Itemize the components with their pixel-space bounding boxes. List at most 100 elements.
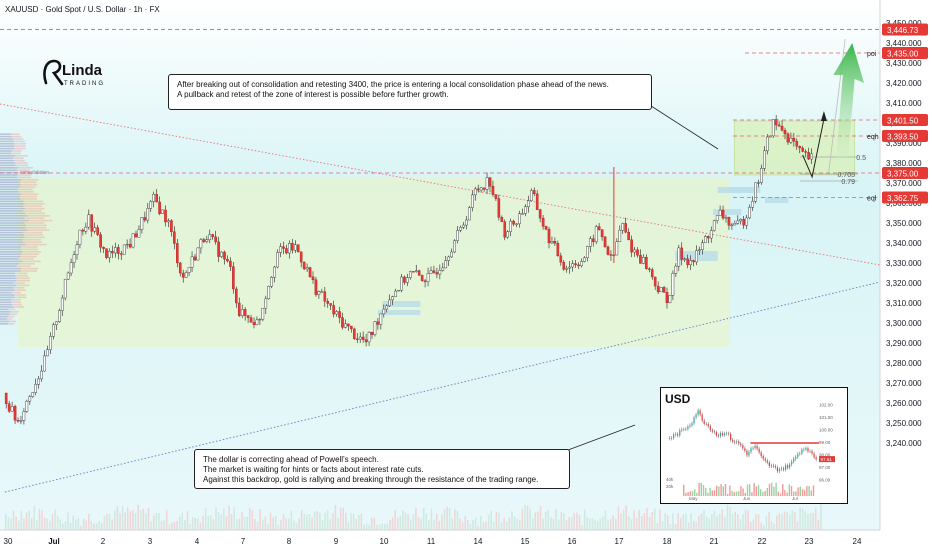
volume-bar [781, 514, 783, 530]
volume-profile-bar [0, 229, 50, 231]
volume-bar [591, 518, 594, 530]
y-tick-label: 3,240.000 [886, 439, 922, 448]
candle-body [757, 182, 760, 184]
volume-bar [246, 516, 248, 530]
volume-profile-bar [0, 263, 35, 265]
candle-body [143, 217, 147, 221]
inset-price-badge-label: 97.61 [821, 457, 833, 462]
volume-bar [160, 521, 163, 530]
volume-bar [139, 510, 142, 530]
volume-bar [531, 518, 534, 530]
candle-body [347, 323, 350, 327]
volume-profile-bar [0, 205, 24, 207]
inset-candle-body [719, 433, 722, 437]
volume-profile-bar [0, 318, 13, 320]
volume-bar [685, 513, 687, 530]
x-tick-label: Jul [48, 537, 60, 546]
candle-body [367, 332, 371, 343]
inset-volume-bar [804, 490, 806, 496]
volume-profile-bar [0, 147, 26, 150]
y-tick-label: 3,270.000 [886, 379, 922, 388]
candle-body [462, 224, 465, 228]
volume-bar [129, 511, 132, 530]
candle-body [544, 226, 548, 230]
candle-body [164, 209, 167, 223]
candle-body [7, 403, 11, 412]
x-tick-label: 18 [663, 537, 672, 546]
x-tick-label: 15 [521, 537, 530, 546]
volume-bar [705, 516, 708, 530]
candle-body [358, 336, 362, 340]
imbalance-box [717, 187, 761, 193]
candle-body [326, 301, 330, 304]
volume-bar [648, 516, 651, 530]
volume-profile-bar [0, 195, 37, 198]
inset-candle-body [681, 429, 683, 431]
candle-body [66, 272, 70, 280]
volume-bar [550, 517, 552, 530]
candle-body [792, 137, 796, 142]
y-tick-label: 3,250.000 [886, 419, 922, 428]
candle-body [400, 276, 403, 291]
inset-volume-bar [779, 493, 782, 496]
candle-body [600, 229, 604, 238]
volume-bar [236, 519, 238, 530]
price-axis-panel[interactable] [880, 0, 932, 530]
volume-bar [5, 514, 7, 530]
y-tick-label: 3,440.000 [886, 39, 922, 48]
candle-body [745, 217, 748, 226]
inset-candle-body [797, 453, 799, 457]
candle-body [252, 322, 256, 325]
price-badge [882, 167, 928, 179]
inset-volume-bar [771, 482, 773, 496]
candle-body [535, 193, 539, 210]
volume-bar [345, 512, 347, 530]
candle-body [471, 194, 474, 208]
inset-candle-body [711, 430, 713, 432]
volume-profile-bar [0, 301, 22, 303]
inset-volume-bar [694, 489, 696, 496]
volume-profile-bar [0, 152, 21, 155]
inset-candle-body [758, 448, 760, 453]
candle-body [161, 209, 164, 214]
candle-body [810, 153, 813, 160]
level-tag-poi: poi [867, 51, 877, 58]
volume-bar [41, 510, 43, 530]
inset-volume-bar [698, 482, 700, 496]
candle-body [417, 270, 421, 276]
candle-body [261, 307, 265, 320]
symbol-header[interactable]: XAUUSD · Gold Spot / U.S. Dollar · 1h · … [5, 5, 160, 14]
fib-label: 0.5 [856, 155, 866, 162]
candle-body [414, 270, 418, 272]
candle-body [606, 246, 610, 255]
volume-bar [537, 511, 539, 530]
volume-profile-bar [0, 318, 7, 320]
x-tick-label: 10 [380, 537, 389, 546]
volume-profile-bar [0, 289, 15, 291]
candle-body [789, 137, 793, 143]
volume-profile-bar [0, 181, 20, 183]
candle-body [4, 392, 8, 404]
volume-profile-bar [0, 299, 12, 301]
volume-bar [482, 521, 485, 530]
usd-index-inset-chart: USD 102.00 101.00 100.00 99.00 98.00 97.00 96.0… [660, 387, 848, 504]
candle-body [364, 339, 368, 343]
inset-volume-bar [760, 489, 762, 496]
volume-profile-bar [0, 308, 9, 311]
candle-body [565, 267, 568, 270]
candle-body [760, 168, 763, 183]
candle-body [527, 200, 530, 207]
candle-body [497, 198, 501, 218]
candle-body [727, 217, 731, 226]
candle-body [276, 252, 279, 268]
candle-body [122, 244, 126, 255]
volume-profile-bar [0, 251, 42, 253]
volume-bar [519, 519, 521, 530]
time-axis-panel[interactable] [0, 530, 932, 550]
inset-candle-body [673, 434, 675, 438]
candle-body [650, 269, 654, 278]
price-badge-label: 3,375.00 [887, 170, 919, 179]
candle-body [491, 185, 495, 195]
candle-body [102, 247, 105, 249]
candle-body [515, 223, 518, 225]
